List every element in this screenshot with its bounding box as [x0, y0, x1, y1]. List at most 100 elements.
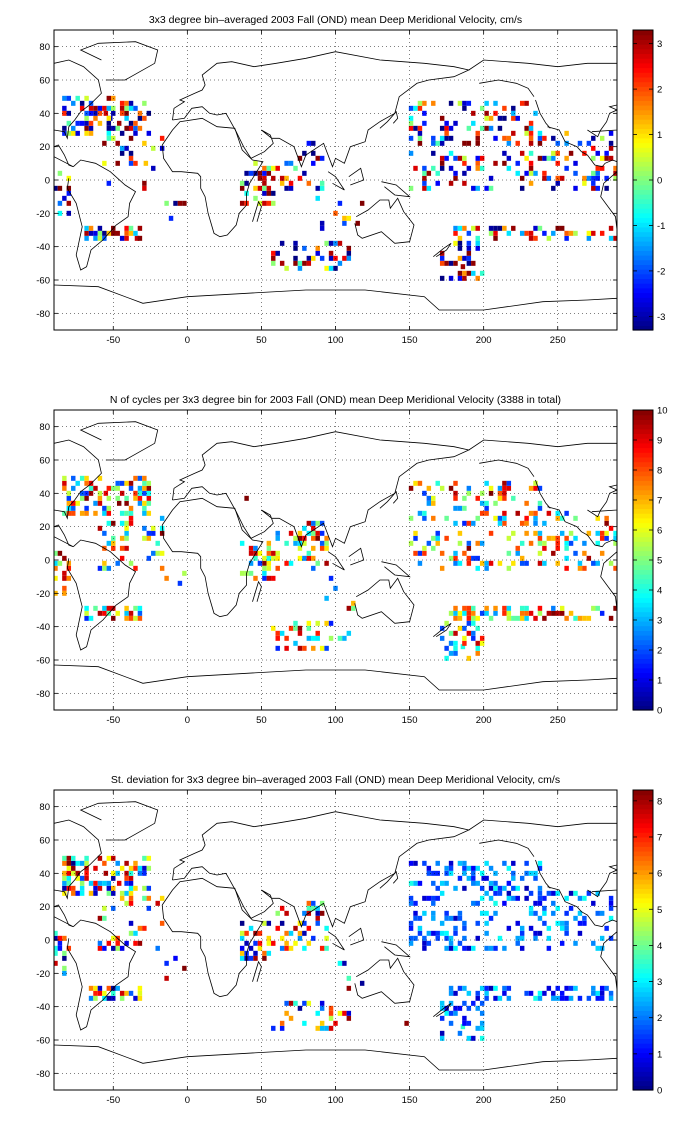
coastline — [66, 159, 137, 271]
coastline — [468, 819, 617, 871]
data-bin-cell — [462, 635, 467, 641]
data-bin-cell — [506, 230, 512, 236]
data-bin-cell — [422, 170, 427, 176]
data-bin-cell — [408, 925, 414, 931]
data-bin-cell — [84, 130, 89, 136]
data-bin-cell — [546, 175, 552, 181]
data-bin-cell — [106, 540, 112, 546]
coastline — [379, 870, 399, 889]
data-bin-cell — [319, 255, 325, 261]
data-bin-cell — [608, 140, 614, 146]
data-bin-cell — [275, 645, 280, 651]
data-bin-cell — [408, 895, 414, 901]
data-bin-cell — [577, 930, 583, 936]
cycle-count-map-title: N of cycles per 3x3 degree bin for 2003 … — [110, 394, 561, 406]
data-bin-cell — [613, 530, 617, 536]
data-bin-cell — [591, 900, 596, 906]
data-bin-cell — [297, 645, 303, 651]
data-bin-cell — [431, 150, 436, 156]
colorbar-tick-label: 1 — [657, 676, 662, 687]
data-bin-cell — [155, 540, 160, 546]
data-bin-cell — [111, 110, 116, 116]
data-bin-cell — [484, 505, 489, 511]
data-bin-cell — [284, 910, 289, 916]
data-bin-cell — [466, 1035, 472, 1041]
data-bin-cell — [564, 165, 569, 171]
data-bin-cell — [555, 540, 560, 546]
data-bin-cell — [137, 870, 143, 876]
colorbar-tick-label: 5 — [657, 556, 662, 567]
data-bin-cell — [88, 110, 94, 116]
data-bin-cell — [315, 245, 320, 251]
data-bin-cell — [582, 540, 587, 546]
data-bin-cell — [266, 545, 272, 551]
data-bin-cell — [142, 925, 147, 931]
x-tick-label: -50 — [106, 335, 120, 346]
data-bin-cell — [466, 560, 472, 566]
data-bin-cell — [84, 480, 89, 486]
data-bin-cell — [444, 910, 449, 916]
data-bin-cell — [413, 550, 418, 556]
data-bin-cell — [422, 165, 427, 171]
colorbar-swatch — [633, 461, 653, 467]
data-bin-cell — [71, 505, 76, 511]
data-bin-cell — [457, 1005, 463, 1011]
data-bin-cell — [533, 235, 538, 241]
data-bin-cell — [484, 480, 489, 486]
x-tick-label: 50 — [256, 1095, 267, 1106]
data-bin-cell — [457, 625, 463, 631]
data-bin-cell — [453, 560, 458, 566]
coastline — [252, 580, 262, 602]
data-bin-cell — [453, 650, 458, 656]
colorbar-swatch — [633, 991, 653, 997]
data-bin-cell — [533, 900, 538, 906]
data-bin-cell — [84, 115, 89, 121]
data-bin-cell — [324, 595, 329, 601]
data-bin-cell — [302, 930, 307, 936]
data-bin-cell — [79, 860, 85, 866]
data-bin-cell — [555, 510, 560, 516]
data-bin-cell — [97, 885, 103, 891]
data-bin-cell — [328, 265, 334, 271]
data-bin-cell — [453, 480, 458, 486]
data-bin-cell — [462, 1015, 467, 1021]
data-bin-cell — [462, 1020, 467, 1026]
colorbar-tick-label: 6 — [657, 526, 662, 537]
data-bin-cell — [448, 125, 454, 131]
data-bin-cell — [515, 545, 520, 551]
data-bin-cell — [586, 890, 592, 896]
data-bin-cell — [524, 610, 529, 616]
data-bin-cell — [444, 880, 449, 886]
data-bin-cell — [106, 120, 112, 126]
data-bin-cell — [479, 155, 485, 161]
data-bin-cell — [142, 525, 147, 531]
coastline — [327, 931, 345, 951]
data-bin-cell — [133, 495, 138, 501]
data-bin-cell — [75, 120, 80, 126]
data-bin-cell — [506, 925, 512, 931]
data-bin-cell — [493, 945, 498, 951]
data-bin-cell — [542, 560, 547, 566]
data-bin-cell — [475, 495, 480, 501]
data-bin-cell — [502, 860, 507, 866]
data-bin-cell — [493, 880, 498, 886]
data-bin-cell — [426, 870, 432, 876]
data-bin-cell — [591, 605, 596, 611]
data-bin-cell — [542, 230, 547, 236]
data-bin-cell — [417, 915, 423, 921]
data-bin-cell — [84, 875, 89, 881]
data-bin-cell — [502, 135, 507, 141]
data-bin-cell — [608, 895, 614, 901]
data-bin-cell — [159, 920, 165, 926]
data-bin-cell — [128, 510, 134, 516]
colorbar-swatch — [633, 588, 653, 594]
data-bin-cell — [279, 260, 285, 266]
data-bin-cell — [413, 530, 418, 536]
data-bin-cell — [591, 155, 596, 161]
data-bin-cell — [297, 175, 303, 181]
data-bin-cell — [542, 135, 547, 141]
data-bin-cell — [262, 575, 267, 581]
colorbar-swatch — [633, 67, 653, 73]
data-bin-cell — [568, 230, 574, 236]
coastline — [535, 479, 551, 509]
